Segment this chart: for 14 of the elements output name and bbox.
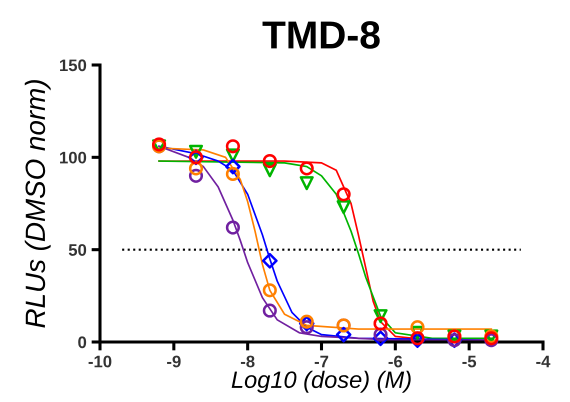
x-tick-label: -9 <box>167 356 181 368</box>
x-tick-label: -5 <box>462 356 476 368</box>
x-tick-label: -6 <box>388 356 402 368</box>
x-tick-label: -4 <box>536 356 550 368</box>
y-tick-label: 0 <box>78 336 86 348</box>
y-tick-label: 100 <box>60 152 86 164</box>
y-tick-label: 150 <box>60 59 86 72</box>
x-axis-title: Log10 (dose) (M) <box>232 370 411 393</box>
x-tick-label: -8 <box>240 356 255 368</box>
x-tick-label: -10 <box>88 356 112 368</box>
chart-title: TMD-8 <box>262 21 380 49</box>
y-tick-label: 50 <box>68 244 86 256</box>
y-axis-title: RLUs (DMSO norm) <box>24 80 51 328</box>
x-tick-label: -7 <box>314 356 328 368</box>
